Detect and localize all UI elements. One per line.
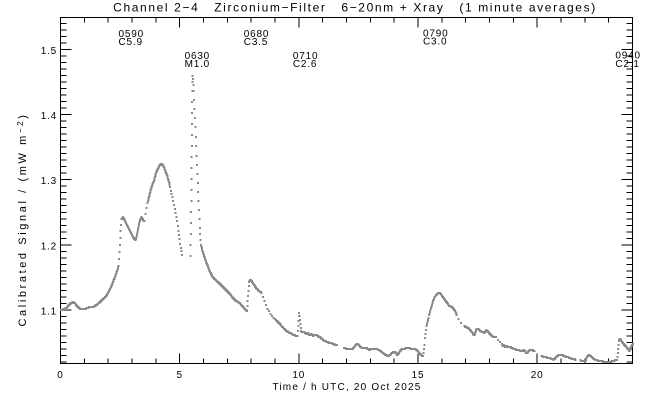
svg-text:20: 20 bbox=[531, 370, 544, 381]
svg-text:0790: 0790 bbox=[423, 28, 448, 39]
svg-text:10: 10 bbox=[292, 370, 305, 381]
svg-text:0630: 0630 bbox=[185, 51, 210, 62]
svg-text:C3.5: C3.5 bbox=[244, 37, 268, 48]
svg-text:0940: 0940 bbox=[615, 51, 640, 62]
svg-text:C5.9: C5.9 bbox=[119, 37, 143, 48]
svg-text:0680: 0680 bbox=[244, 29, 269, 40]
svg-text:1.4: 1.4 bbox=[41, 111, 57, 122]
svg-text:0590: 0590 bbox=[119, 29, 144, 40]
svg-text:0710: 0710 bbox=[293, 51, 318, 62]
svg-text:15: 15 bbox=[412, 370, 425, 381]
svg-text:C3.0: C3.0 bbox=[423, 37, 447, 48]
svg-text:Calibrated Signal / (mW m−2): Calibrated Signal / (mW m−2) bbox=[16, 113, 29, 327]
svg-text:5: 5 bbox=[176, 370, 182, 381]
svg-text:C2.1: C2.1 bbox=[615, 59, 639, 70]
svg-text:M1.0: M1.0 bbox=[185, 59, 210, 70]
svg-text:1.3: 1.3 bbox=[41, 176, 57, 187]
svg-text:0: 0 bbox=[57, 370, 63, 381]
svg-text:Time / h UTC, 20 Oct 2025: Time / h UTC, 20 Oct 2025 bbox=[272, 382, 421, 393]
svg-text:1.1: 1.1 bbox=[41, 306, 57, 317]
svg-text:1.2: 1.2 bbox=[41, 241, 57, 252]
svg-text:Channel 2−4 Zirconium−Filter: Channel 2−4 Zirconium−Filter 6−20nm + Xr… bbox=[113, 0, 597, 14]
svg-text:C2.6: C2.6 bbox=[293, 59, 317, 70]
svg-text:1.5: 1.5 bbox=[41, 46, 57, 57]
